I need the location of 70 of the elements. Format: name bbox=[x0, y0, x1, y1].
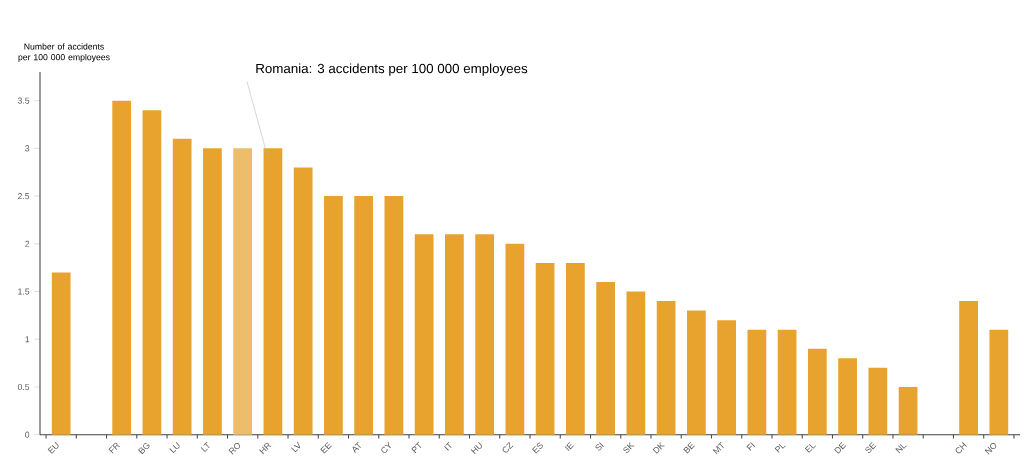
x-tick-label: LU bbox=[169, 442, 180, 454]
bar bbox=[626, 291, 646, 435]
x-tick-label: LT bbox=[200, 441, 210, 452]
bar bbox=[566, 262, 585, 435]
x-tick-label: HR bbox=[259, 442, 272, 455]
bar bbox=[354, 196, 374, 435]
x-tick-label: PL bbox=[774, 443, 786, 453]
x-tick-label: HU bbox=[470, 442, 483, 455]
annotation: Romania: 3 accidents per 100 000 employees bbox=[256, 63, 528, 76]
bar bbox=[777, 329, 797, 435]
bar bbox=[445, 234, 464, 435]
bar bbox=[747, 329, 767, 435]
x-tick-label: LV bbox=[291, 441, 301, 453]
bar bbox=[112, 100, 132, 435]
bar bbox=[838, 358, 857, 435]
y-axis-title: Number of accidents per 100 000 employees bbox=[18, 43, 110, 62]
x-tick-label: BG bbox=[138, 442, 150, 455]
y-tick-label: 2.5 bbox=[17, 193, 30, 200]
bar bbox=[535, 262, 555, 435]
bar bbox=[717, 320, 736, 435]
bar bbox=[233, 148, 253, 435]
y-tick-label: 3 bbox=[25, 145, 30, 152]
y-tick-label: 3.5 bbox=[17, 97, 30, 104]
x-tick-label: FR bbox=[108, 442, 121, 454]
x-tick-label: RO bbox=[228, 442, 241, 455]
bar bbox=[51, 272, 71, 435]
x-tick-label: IE bbox=[564, 441, 574, 452]
y-tick-label: 0 bbox=[25, 431, 30, 438]
bar bbox=[172, 138, 192, 435]
bar bbox=[989, 329, 1009, 435]
x-tick-label: DE bbox=[834, 441, 847, 454]
y-tick-label: 2 bbox=[25, 240, 30, 247]
bar bbox=[656, 301, 676, 435]
x-tick-label: EL bbox=[804, 443, 816, 453]
y-tick-label: 0.5 bbox=[17, 383, 30, 391]
x-tick-label: SI bbox=[595, 442, 604, 451]
x-tick-label: BE bbox=[683, 441, 695, 454]
bar bbox=[596, 281, 615, 435]
x-tick-label: CH bbox=[955, 442, 967, 454]
x-tick-label: NO bbox=[984, 442, 997, 455]
bar bbox=[475, 234, 495, 435]
x-tick-label: SK bbox=[623, 441, 635, 453]
bar bbox=[505, 243, 525, 435]
bar bbox=[898, 386, 918, 435]
bar bbox=[293, 167, 313, 435]
x-tick-label: FI bbox=[746, 442, 756, 451]
bar bbox=[142, 110, 162, 435]
bar bbox=[263, 148, 283, 435]
y-tick-label: 1 bbox=[25, 336, 30, 343]
y-tick-label: 1.5 bbox=[18, 288, 30, 295]
x-tick-label: ES bbox=[532, 442, 543, 454]
x-tick-label: DK bbox=[652, 441, 665, 454]
bar bbox=[807, 348, 827, 435]
x-tick-label: SE bbox=[865, 441, 877, 453]
bar bbox=[203, 148, 222, 435]
x-tick-label: MT bbox=[712, 441, 724, 455]
x-tick-label: AT bbox=[352, 441, 361, 454]
x-tick-label: EE bbox=[320, 441, 332, 454]
x-tick-label: IT bbox=[444, 441, 452, 451]
x-tick-label: PT bbox=[411, 441, 422, 454]
bar bbox=[384, 196, 404, 435]
bar bbox=[959, 301, 978, 435]
bar bbox=[686, 310, 706, 435]
x-tick-label: NL bbox=[895, 443, 907, 454]
x-tick-label: CZ bbox=[502, 441, 514, 453]
bar bbox=[324, 196, 343, 435]
x-tick-label: EU bbox=[47, 442, 59, 454]
bar bbox=[414, 234, 434, 435]
bar bbox=[868, 367, 888, 435]
x-tick-label: CY bbox=[381, 441, 391, 453]
